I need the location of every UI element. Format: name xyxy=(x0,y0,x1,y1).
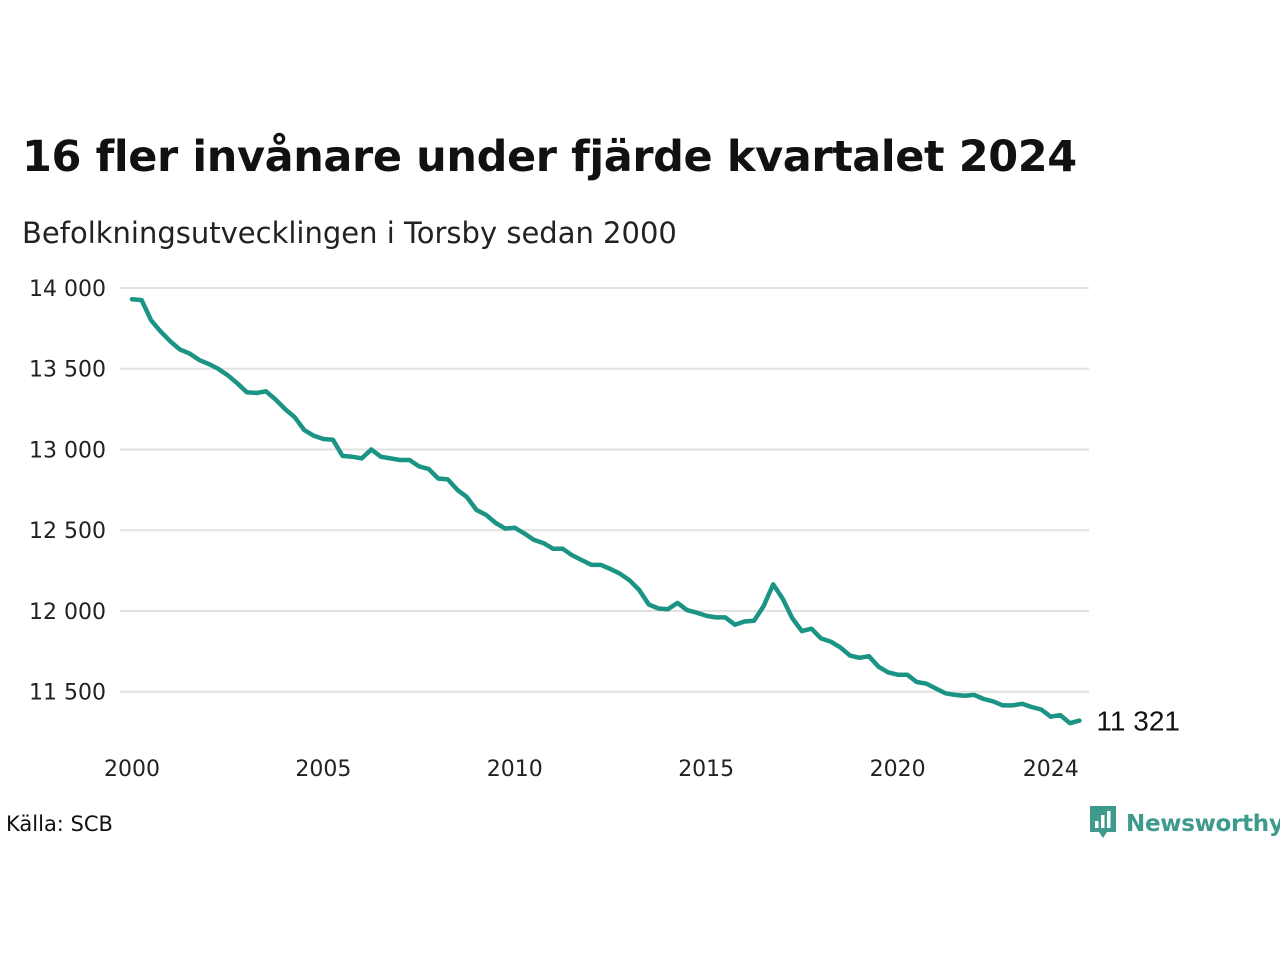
x-tick-label: 2010 xyxy=(487,757,543,782)
series-line xyxy=(129,297,1082,726)
series-layer xyxy=(129,297,1082,726)
x-axis-ticks: 2000 2005 2010 2015 2020 2024 xyxy=(104,757,1079,782)
y-tick-label: 12 500 xyxy=(29,519,106,544)
source-note: Källa: SCB xyxy=(6,812,113,836)
end-value-label: 11 321 xyxy=(1096,706,1180,737)
x-tick-label: 2024 xyxy=(1023,757,1079,782)
x-tick-label: 2015 xyxy=(678,757,734,782)
x-tick-label: 2000 xyxy=(104,757,160,782)
chart-subtitle: Befolkningsutvecklingen i Torsby sedan 2… xyxy=(22,216,677,250)
y-tick-label: 12 000 xyxy=(29,600,106,625)
chart-title: 16 fler invånare under fjärde kvartalet … xyxy=(22,132,1077,182)
newsworthy-logo-icon xyxy=(1088,804,1118,844)
y-tick-label: 13 000 xyxy=(29,438,106,463)
logo-text: Newsworthy xyxy=(1126,811,1280,837)
gridlines xyxy=(120,287,1089,693)
y-tick-label: 14 000 xyxy=(29,277,106,302)
x-tick-label: 2005 xyxy=(295,757,351,782)
x-tick-label: 2020 xyxy=(870,757,926,782)
newsworthy-logo: Newsworthy xyxy=(1088,804,1280,844)
y-axis-ticks: 14 000 13 500 13 000 12 500 12 000 11 500 xyxy=(29,277,106,706)
y-tick-label: 13 500 xyxy=(29,358,106,383)
y-tick-label: 11 500 xyxy=(29,681,106,706)
